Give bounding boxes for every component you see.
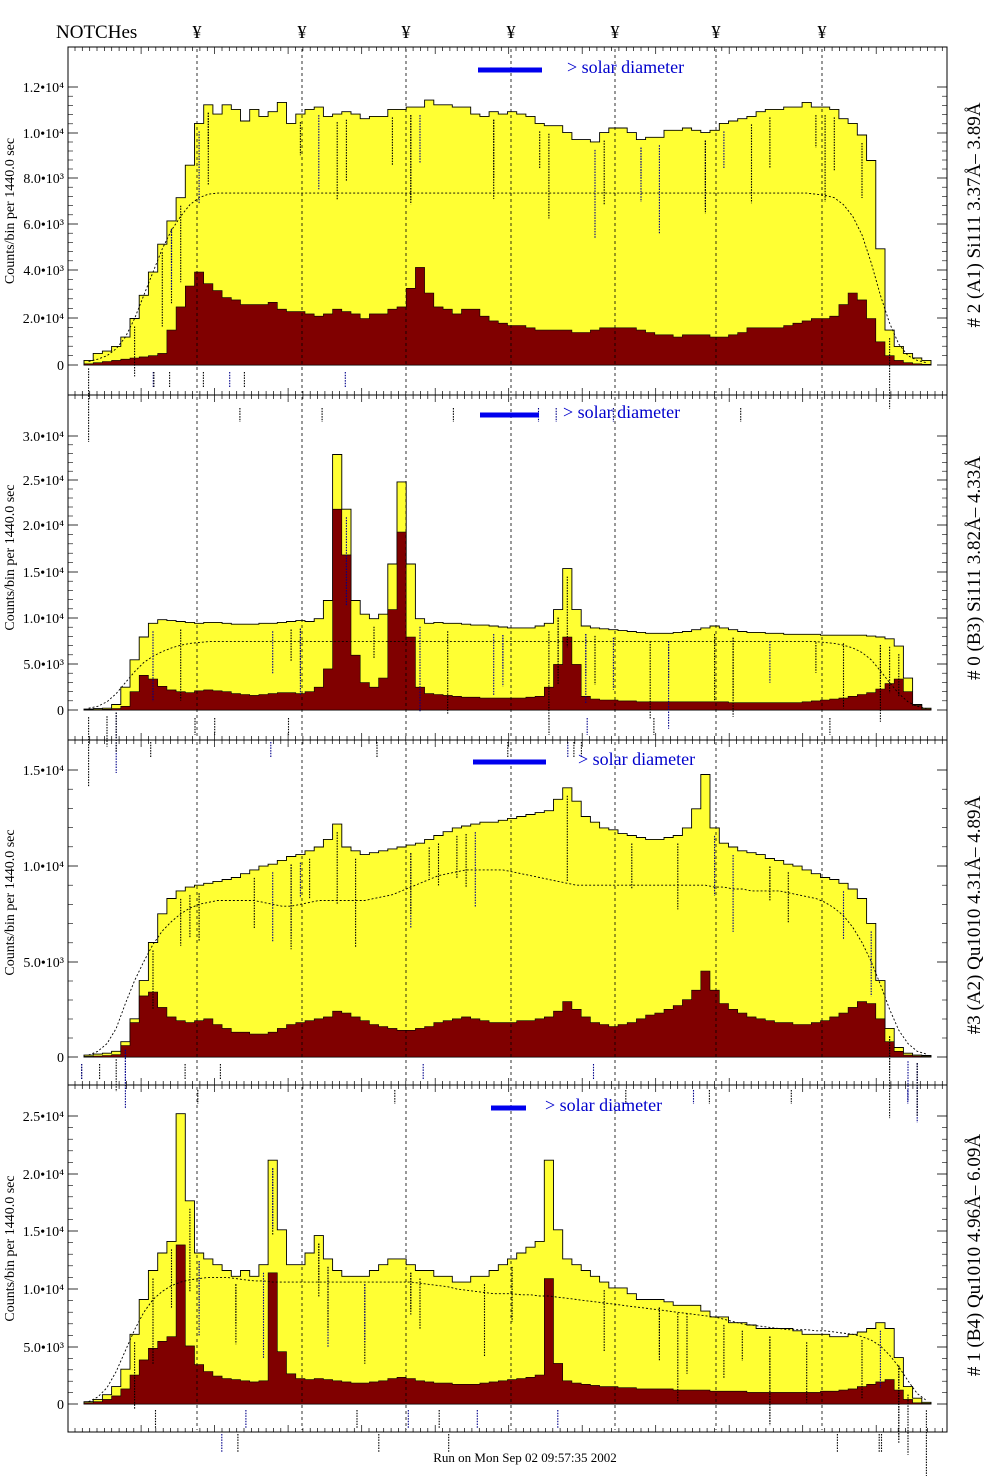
legend-label: > solar diameter [578, 749, 695, 769]
total-counts-histogram [83, 99, 932, 366]
y-tick-label: 2.5•10⁴ [23, 474, 64, 489]
notch-symbol: ¥ [402, 22, 411, 42]
y-tick-label: 0 [57, 359, 64, 374]
y-tick-label: 1.5•10⁴ [23, 1225, 64, 1240]
legend-label: > solar diameter [567, 57, 684, 77]
total-counts-histogram [83, 774, 932, 1058]
panel-side-label: #3 (A2) Qu1010 4.31Å– 4.89Å [964, 795, 985, 1034]
lower-counts-histogram [83, 508, 932, 711]
y-tick-label: 1.5•10⁴ [23, 566, 64, 581]
lower-counts-histogram [83, 267, 932, 366]
y-tick-label: 1.2•10⁴ [23, 81, 64, 96]
y-tick-label: 1.0•10⁴ [23, 860, 64, 875]
model-curve [88, 192, 927, 364]
notch-symbol: ¥ [818, 22, 827, 42]
notch-symbol: ¥ [193, 22, 202, 42]
y-tick-label: 5.0•10³ [23, 1341, 64, 1356]
y-tick-label: 6.0•10³ [23, 218, 64, 233]
panel-side-label: # 0 (B3) Si111 3.82Å– 4.33Å [964, 456, 985, 680]
lower-counts-histogram [83, 1244, 932, 1405]
total-counts-histogram [83, 1113, 932, 1405]
run-timestamp: Run on Mon Sep 02 09:57:35 2002 [433, 1450, 616, 1465]
lower-counts-histogram [83, 970, 932, 1058]
y-tick-label: 2.0•10⁴ [23, 312, 64, 327]
y-axis-label: Counts/bin per 1440.0 sec [3, 829, 18, 975]
panel-side-label: # 1 (B4) Qu1010 4.96Å– 6.09Å [964, 1134, 985, 1377]
y-axis-label: Counts/bin per 1440.0 sec [3, 484, 18, 630]
notches-label: NOTCHes [56, 22, 137, 43]
y-tick-label: 1.5•10⁴ [23, 764, 64, 779]
model-curve [88, 869, 927, 1056]
y-tick-label: 5.0•10³ [23, 658, 64, 673]
notch-symbol: ¥ [712, 22, 721, 42]
legend-label: > solar diameter [563, 402, 680, 422]
y-tick-label: 2.0•10⁴ [23, 1168, 64, 1183]
notch-symbol: ¥ [507, 22, 516, 42]
y-tick-label: 1.0•10⁴ [23, 127, 64, 142]
y-tick-label: 0 [57, 1398, 64, 1413]
notch-markers: ¥ ¥ ¥ ¥ ¥ ¥ ¥ [193, 22, 827, 42]
y-axis-label: Counts/bin per 1440.0 sec [3, 138, 18, 284]
y-tick-label: 2.5•10⁴ [23, 1110, 64, 1125]
model-curve [88, 641, 927, 710]
spectrum-panel: 0 5.0•10³ 1.0•10⁴ 1.5•10⁴ 2.0•10⁴ 2.5•10⁴ Coun… [3, 1084, 985, 1476]
y-tick-label: 1.0•10⁴ [23, 1283, 64, 1298]
model-curve [88, 1276, 927, 1403]
y-tick-label: 3.0•10⁴ [23, 430, 64, 445]
y-tick-label: 0 [57, 704, 64, 719]
panel-side-label: # 2 (A1) Si111 3.37Å– 3.89Å [964, 102, 985, 327]
spectrum-panel: 0 5.0•10³ 1.0•10⁴ 1.5•10⁴ 2.0•10⁴ 2.5•10⁴ 3.0•… [3, 394, 985, 787]
y-tick-label: 0 [57, 1051, 64, 1066]
spectrum-panel: 0 2.0•10⁴ 4.0•10³ 6.0•10³ 8.0•10³ 1.0•10⁴ 1.2•… [3, 46, 985, 442]
panels: 0 2.0•10⁴ 4.0•10³ 6.0•10³ 8.0•10³ 1.0•10⁴ 1.2•… [3, 46, 985, 1476]
y-tick-label: 1.0•10⁴ [23, 612, 64, 627]
total-counts-histogram [83, 454, 932, 711]
y-tick-label: 2.0•10⁴ [23, 519, 64, 534]
y-axis-label: Counts/bin per 1440.0 sec [3, 1175, 18, 1321]
y-tick-label: 8.0•10³ [23, 172, 64, 187]
notch-symbol: ¥ [298, 22, 307, 42]
notch-symbol: ¥ [611, 22, 620, 42]
plot-frame [67, 1084, 948, 1433]
spectrum-panel: 0 5.0•10³ 1.0•10⁴ 1.5•10⁴ Counts/bin per 144… [3, 739, 985, 1123]
y-tick-label: 5.0•10³ [23, 956, 64, 971]
legend-label: > solar diameter [545, 1095, 662, 1115]
y-tick-label: 4.0•10³ [23, 264, 64, 279]
